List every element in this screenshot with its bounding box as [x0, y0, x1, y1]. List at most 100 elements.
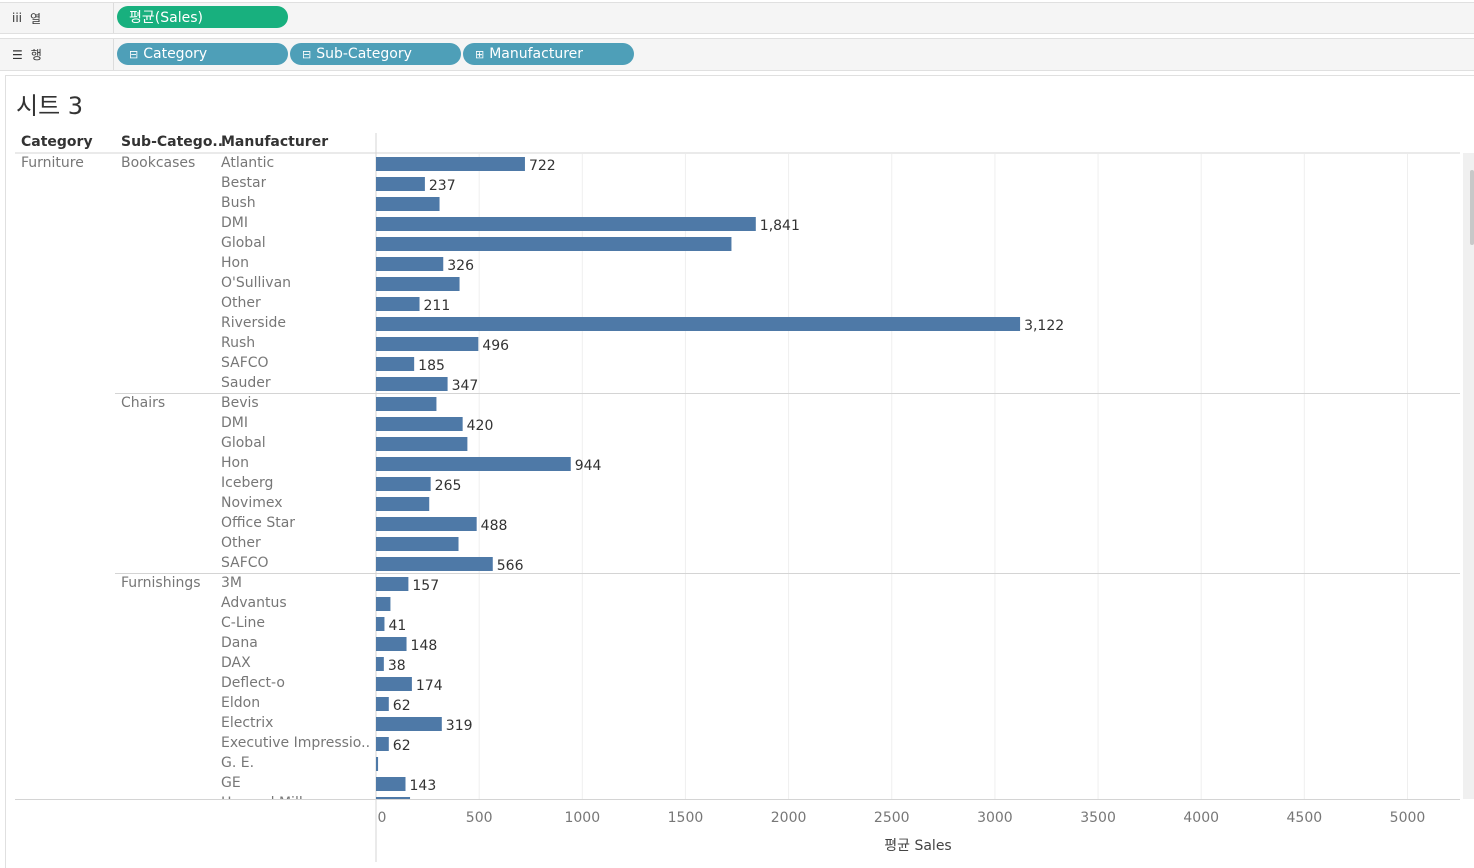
vertical-scrollbar[interactable] [1463, 153, 1474, 799]
manufacturer-label[interactable]: Sauder [221, 375, 271, 391]
manufacturer-label[interactable]: Global [221, 435, 266, 451]
bar[interactable] [376, 737, 389, 751]
columns-shelf-label: iii 열 [0, 3, 114, 33]
sheet-title: 시트 3 [16, 92, 84, 120]
bar[interactable] [376, 457, 571, 471]
manufacturer-label[interactable]: G. E. [221, 755, 255, 771]
manufacturer-label[interactable]: Bush [221, 195, 256, 211]
category-header[interactable]: Category [21, 134, 93, 150]
bar[interactable] [376, 197, 440, 211]
manufacturer-label[interactable]: Bevis [221, 395, 259, 411]
bar[interactable] [376, 557, 493, 571]
manufacturer-label[interactable]: Hon [221, 455, 249, 471]
bar[interactable] [376, 477, 431, 491]
columns-shelf[interactable]: iii 열 평균(Sales) [0, 2, 1474, 34]
x-tick-label: 3500 [1080, 810, 1116, 826]
subcategory-header[interactable]: Sub-Catego.. [121, 134, 224, 150]
manufacturer-label[interactable]: Other [221, 295, 261, 311]
bar-value-label: 566 [497, 558, 524, 574]
bar[interactable] [376, 797, 411, 811]
bar[interactable] [376, 657, 384, 671]
manufacturer-label[interactable]: Riverside [221, 315, 286, 331]
manufacturer-label[interactable]: Electrix [221, 715, 274, 731]
bar[interactable] [376, 637, 407, 651]
manufacturer-label[interactable]: Other [221, 535, 261, 551]
x-tick-label: 2500 [874, 810, 910, 826]
bar[interactable] [376, 577, 409, 591]
manufacturer-label[interactable]: Dana [221, 635, 258, 651]
bar[interactable] [376, 397, 437, 411]
manufacturer-label[interactable]: Office Star [221, 515, 296, 531]
x-tick-label: 1000 [564, 810, 600, 826]
bar[interactable] [376, 697, 389, 711]
manufacturer-label[interactable]: DMI [221, 215, 248, 231]
bar-value-label: 944 [575, 458, 602, 474]
bar[interactable] [376, 237, 732, 251]
bar[interactable] [376, 777, 406, 791]
manufacturer-label[interactable]: Executive Impressio.. [221, 735, 371, 751]
sheet-area [5, 75, 1474, 868]
manufacturer-label[interactable]: SAFCO [221, 555, 269, 571]
manufacturer-label[interactable]: SAFCO [221, 355, 269, 371]
bar[interactable] [376, 717, 442, 731]
bar[interactable] [376, 157, 525, 171]
category-pill[interactable]: ⊟ Category [117, 43, 288, 65]
manufacturer-pill[interactable]: ⊞ Manufacturer [463, 43, 634, 65]
manufacturer-label[interactable]: Rush [221, 335, 256, 351]
manufacturer-header[interactable]: Manufacturer [221, 134, 329, 150]
manufacturer-label[interactable]: Hon [221, 255, 249, 271]
manufacturer-label[interactable]: O'Sullivan [221, 275, 292, 291]
manufacturer-label[interactable]: DMI [221, 415, 248, 431]
x-tick-label: 500 [466, 810, 493, 826]
bar[interactable] [376, 597, 391, 611]
manufacturer-label[interactable]: Iceberg [221, 475, 274, 491]
bar[interactable] [376, 177, 425, 191]
manufacturer-label[interactable]: Deflect-o [221, 675, 285, 691]
avg-sales-pill[interactable]: 평균(Sales) [117, 6, 288, 28]
manufacturer-label[interactable]: 3M [221, 575, 242, 591]
bar-value-label: 496 [482, 338, 509, 354]
bar[interactable] [376, 617, 385, 631]
manufacturer-label[interactable]: Howard Miller [221, 795, 317, 799]
bar[interactable] [376, 277, 460, 291]
manufacturer-label[interactable]: Atlantic [221, 155, 275, 171]
bar[interactable] [376, 757, 379, 771]
rows-shelf[interactable]: ☰ 행 ⊟ Category ⊟ Sub-Category ⊞ Manufact… [0, 38, 1474, 71]
bar-value-label: 41 [388, 618, 406, 634]
bar[interactable] [376, 497, 430, 511]
bar-value-label: 237 [429, 178, 456, 194]
manufacturer-label[interactable]: C-Line [221, 615, 266, 631]
bar[interactable] [376, 217, 756, 231]
scrollbar-thumb[interactable] [1470, 170, 1474, 245]
subcategory-label[interactable]: Chairs [121, 395, 166, 411]
bar[interactable] [376, 317, 1021, 331]
bar-value-label: 143 [410, 778, 437, 794]
bar-value-label: 420 [467, 418, 494, 434]
bar[interactable] [376, 517, 477, 531]
bar[interactable] [376, 357, 415, 371]
manufacturer-label[interactable]: GE [221, 775, 241, 791]
bar[interactable] [376, 417, 463, 431]
category-label[interactable]: Furniture [21, 155, 84, 171]
manufacturer-label[interactable]: Novimex [221, 495, 283, 511]
bar[interactable] [376, 337, 479, 351]
manufacturer-label[interactable]: Global [221, 235, 266, 251]
bar[interactable] [376, 297, 420, 311]
subcategory-label[interactable]: Bookcases [121, 155, 196, 171]
expand-icon: ⊞ [475, 47, 485, 61]
x-tick-label: 2000 [771, 810, 807, 826]
x-tick-label: 1500 [668, 810, 704, 826]
bar[interactable] [376, 257, 444, 271]
bar[interactable] [376, 537, 459, 551]
bar[interactable] [376, 437, 468, 451]
collapse-icon: ⊟ [302, 47, 312, 61]
subcategory-pill[interactable]: ⊟ Sub-Category [290, 43, 461, 65]
bar[interactable] [376, 677, 412, 691]
manufacturer-label[interactable]: Bestar [221, 175, 267, 191]
manufacturer-label[interactable]: Eldon [221, 695, 261, 711]
subcategory-label[interactable]: Furnishings [121, 575, 201, 591]
bar[interactable] [376, 377, 448, 391]
manufacturer-label[interactable]: DAX [221, 655, 251, 671]
rows-shelf-label: ☰ 행 [0, 39, 114, 70]
manufacturer-label[interactable]: Advantus [221, 595, 287, 611]
